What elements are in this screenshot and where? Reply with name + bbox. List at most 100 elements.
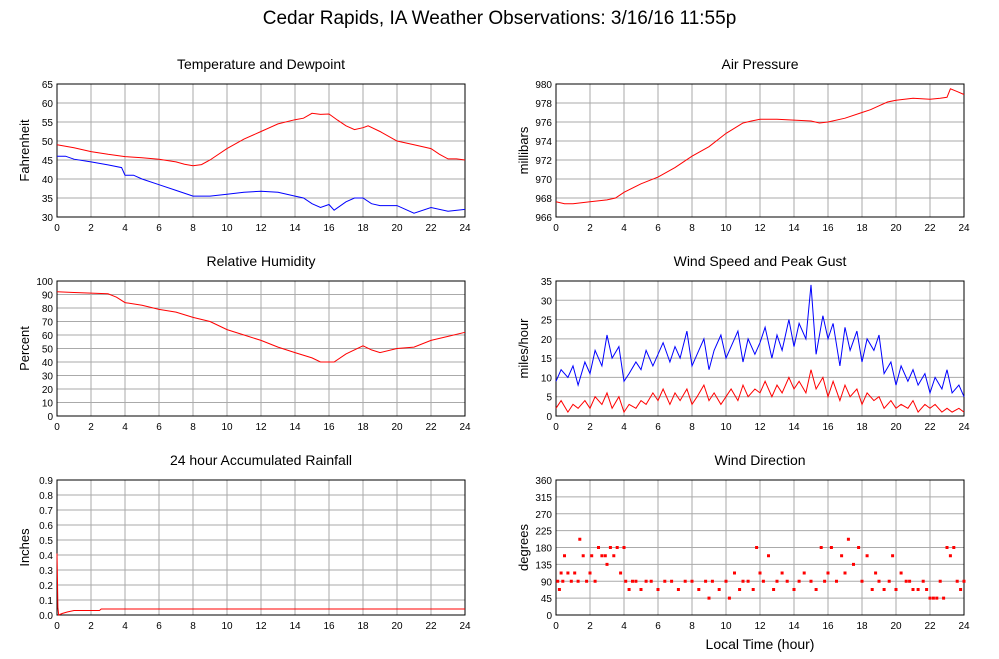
humidity-y-tick-label: 0 — [47, 412, 53, 423]
direction-point — [899, 571, 903, 575]
pressure-y-axis-label: millibars — [516, 126, 531, 174]
direction-point — [615, 546, 619, 549]
wind-y-axis-label: miles/hour — [516, 318, 531, 379]
rain-y-tick-label: 0.9 — [39, 476, 53, 487]
wind-x-tick-label: 4 — [621, 422, 627, 433]
humidity-x-tick-label: 20 — [391, 422, 403, 433]
pressure-x-tick-label: 16 — [822, 223, 834, 234]
wind-x-tick-label: 10 — [720, 422, 732, 433]
pressure-series-line-0 — [555, 88, 965, 205]
pressure-y-tick-label: 972 — [535, 156, 552, 167]
rain-x-tick-label: 0 — [54, 621, 60, 632]
direction-point — [627, 588, 631, 591]
humidity-y-tick-label: 80 — [42, 304, 54, 315]
pressure-chart-title: Air Pressure — [721, 56, 798, 72]
direction-point — [874, 571, 878, 575]
direction-chart-title: Wind Direction — [714, 452, 805, 468]
direction-point — [561, 579, 565, 583]
rain-y-tick-label: 0.5 — [39, 536, 53, 547]
wind-y-tick-label: 10 — [541, 373, 553, 384]
temp-plot-frame — [56, 83, 466, 218]
direction-point — [955, 579, 959, 583]
humidity-y-tick-label: 50 — [42, 345, 54, 356]
wind-y-tick-label: 35 — [541, 277, 553, 288]
direction-point — [755, 546, 759, 549]
direction-x-tick-label: 8 — [689, 621, 695, 632]
wind-y-tick-label: 15 — [541, 354, 553, 365]
wind-chart-title: Wind Speed and Peak Gust — [674, 253, 847, 269]
pressure-x-tick-label: 24 — [958, 223, 970, 234]
rain-x-tick-label: 12 — [255, 621, 267, 632]
direction-point — [710, 579, 714, 583]
direction-point — [952, 546, 956, 549]
humidity-x-tick-label: 18 — [357, 422, 369, 433]
direction-point — [600, 554, 604, 558]
humidity-y-tick-label: 90 — [42, 291, 54, 302]
humidity-y-axis-label: Percent — [17, 326, 32, 371]
direction-y-tick-label: 90 — [541, 577, 553, 588]
humidity-x-tick-label: 24 — [459, 422, 471, 433]
temp-x-tick-label: 24 — [459, 223, 471, 234]
direction-point — [556, 579, 560, 583]
direction-point — [656, 588, 660, 591]
humidity-y-tick-label: 10 — [42, 399, 54, 410]
direction-point — [843, 571, 847, 575]
direction-point — [751, 588, 755, 591]
wind-y-tick-label: 20 — [541, 335, 553, 346]
pressure-x-tick-label: 22 — [924, 223, 936, 234]
direction-point — [566, 571, 570, 575]
direction-point — [823, 579, 827, 583]
temp-series-line-1 — [57, 155, 466, 214]
temp-x-tick-label: 0 — [54, 223, 60, 234]
rain-x-tick-label: 4 — [122, 621, 128, 632]
direction-point — [676, 588, 680, 591]
pressure-y-tick-label: 968 — [535, 194, 552, 205]
pressure-x-tick-label: 2 — [587, 223, 593, 234]
pressure-y-tick-label: 970 — [535, 175, 552, 186]
wind-x-tick-label: 20 — [890, 422, 902, 433]
direction-point — [697, 588, 701, 591]
rain-x-tick-label: 24 — [459, 621, 471, 632]
direction-point — [663, 579, 667, 583]
direction-point — [865, 554, 869, 558]
direction-point — [578, 537, 582, 541]
pressure-y-tick-label: 976 — [535, 118, 552, 129]
pressure-plot-frame — [555, 83, 965, 218]
pressure-x-tick-label: 6 — [655, 223, 661, 234]
humidity-x-tick-label: 2 — [88, 422, 94, 433]
humidity-y-tick-label: 20 — [42, 385, 54, 396]
temp-chart-title: Temperature and Dewpoint — [177, 56, 345, 72]
direction-point — [644, 579, 648, 583]
direction-point — [670, 579, 674, 583]
rain-chart-title: 24 hour Accumulated Rainfall — [170, 452, 352, 468]
direction-point — [835, 579, 838, 583]
pressure-x-tick-label: 18 — [856, 223, 868, 234]
direction-x-tick-label: 22 — [924, 621, 936, 632]
pressure-y-tick-label: 978 — [535, 99, 552, 110]
humidity-y-tick-label: 40 — [42, 358, 54, 369]
direction-x-tick-label: 2 — [587, 621, 593, 632]
direction-x-tick-label: 4 — [621, 621, 627, 632]
direction-point — [707, 596, 711, 600]
direction-x-tick-label: 6 — [655, 621, 661, 632]
direction-point — [857, 546, 861, 549]
direction-point — [921, 579, 925, 583]
direction-point — [959, 588, 963, 591]
rain-x-tick-label: 20 — [391, 621, 403, 632]
rain-x-tick-label: 8 — [190, 621, 196, 632]
direction-y-tick-label: 270 — [535, 510, 552, 521]
rain-y-tick-label: 0.4 — [39, 551, 53, 562]
rain-y-tick-label: 0.1 — [39, 596, 53, 607]
direction-point — [948, 554, 952, 558]
humidity-x-tick-label: 4 — [122, 422, 128, 433]
direction-y-axis-label: degrees — [516, 524, 531, 571]
temp-y-tick-label: 55 — [42, 118, 54, 129]
direction-point — [758, 571, 762, 575]
direction-point — [775, 579, 779, 583]
pressure-x-tick-label: 14 — [788, 223, 800, 234]
direction-point — [938, 579, 942, 583]
wind-y-tick-label: 30 — [541, 296, 553, 307]
wind-x-tick-label: 22 — [924, 422, 936, 433]
direction-point — [585, 579, 589, 583]
direction-point — [829, 546, 833, 549]
